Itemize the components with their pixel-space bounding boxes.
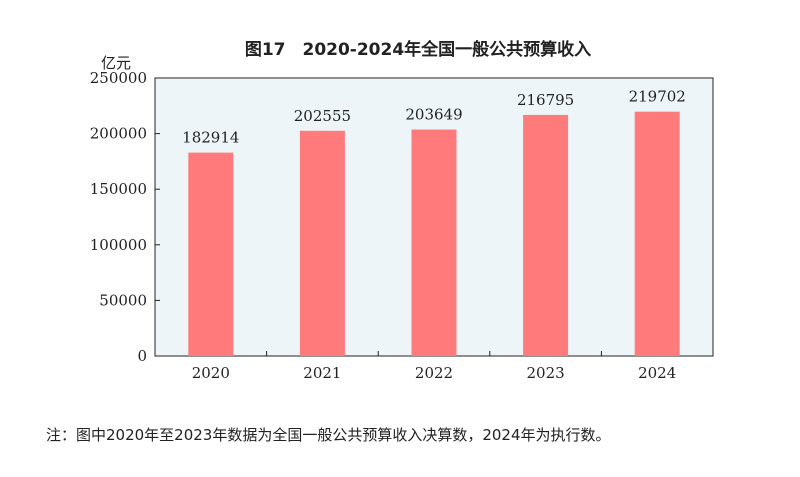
- bars: [188, 111, 680, 357]
- data-label-2021: 202555: [294, 107, 351, 125]
- y-tick-label: 200000: [90, 125, 147, 143]
- data-label-2022: 203649: [405, 106, 462, 124]
- bar-2020: [188, 152, 234, 356]
- x-tick-label: 2022: [415, 364, 453, 382]
- data-labels: 182914 202555 203649 216795 219702: [182, 88, 686, 147]
- x-tick-label: 2024: [638, 364, 676, 382]
- y-tick-label: 150000: [90, 180, 147, 198]
- x-tick-label: 2021: [303, 364, 341, 382]
- y-tick-label: 0: [137, 347, 147, 365]
- y-axis-unit: 亿元: [101, 54, 131, 72]
- data-label-2024: 219702: [629, 88, 686, 106]
- y-tick-label: 100000: [90, 236, 147, 254]
- x-axis: 2020 2021 2022 2023 2024: [192, 351, 676, 382]
- y-axis: 0 50000 100000 150000 200000 250000: [90, 69, 160, 365]
- data-label-2020: 182914: [182, 129, 239, 147]
- y-tick-label: 250000: [90, 69, 147, 87]
- x-tick-label: 2020: [192, 364, 230, 382]
- bar-2021: [299, 130, 345, 356]
- chart-title: 图17 2020-2024年全国一般公共预算收入: [245, 39, 591, 60]
- data-label-2023: 216795: [517, 91, 574, 109]
- bar-2024: [634, 111, 680, 356]
- bar-2023: [523, 114, 569, 357]
- bar-2022: [411, 129, 457, 356]
- x-tick-label: 2023: [527, 364, 565, 382]
- y-tick-label: 50000: [99, 291, 147, 309]
- footnote: 注：图中2020年至2023年数据为全国一般公共预算收入决算数，2024年为执行…: [46, 426, 611, 444]
